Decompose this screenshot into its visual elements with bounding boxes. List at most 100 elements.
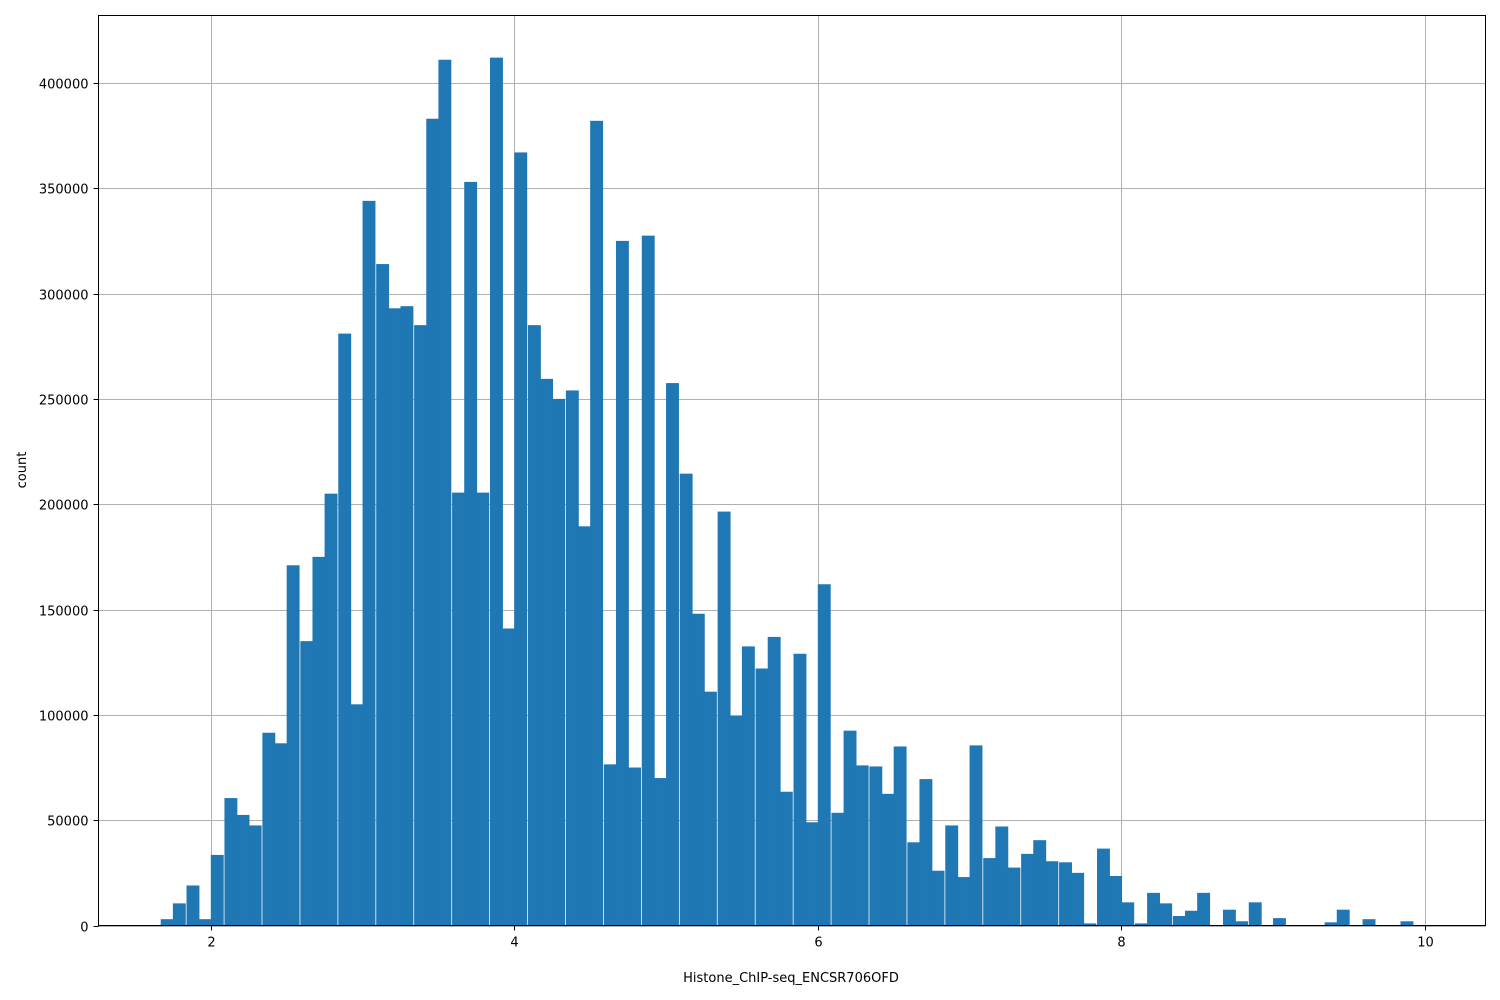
histogram-bar bbox=[527, 325, 541, 926]
histogram-bar bbox=[236, 814, 250, 926]
y-tick-label: 400000 bbox=[39, 78, 89, 93]
histogram-bar bbox=[843, 730, 857, 926]
x-axis-label: Histone_ChIP-seq_ENCSR706OFD bbox=[683, 971, 899, 986]
histogram-bar bbox=[1109, 876, 1123, 926]
y-tick-label: 250000 bbox=[39, 394, 89, 409]
histogram-bar bbox=[767, 636, 781, 926]
histogram-bar bbox=[1197, 892, 1211, 926]
y-tick-label: 50000 bbox=[47, 815, 88, 830]
histogram-bar bbox=[881, 793, 895, 926]
histogram-bar bbox=[248, 825, 262, 926]
histogram-bar bbox=[324, 493, 338, 926]
histogram-bar bbox=[603, 764, 617, 926]
y-tick-label: 150000 bbox=[39, 605, 89, 620]
histogram-bar bbox=[1235, 921, 1249, 926]
histogram-bar bbox=[186, 885, 200, 926]
histogram-bar bbox=[262, 732, 276, 926]
x-tick-label: 10 bbox=[1417, 936, 1434, 951]
histogram-bar bbox=[628, 767, 642, 926]
histogram-bar bbox=[426, 118, 440, 926]
histogram-bar bbox=[338, 333, 352, 926]
histogram-bar bbox=[615, 240, 629, 926]
grid-lines bbox=[98, 15, 1486, 927]
histogram-bar bbox=[1021, 853, 1035, 926]
histogram-bar bbox=[274, 743, 288, 926]
histogram-bar bbox=[1083, 923, 1097, 926]
histogram-bar bbox=[552, 398, 566, 926]
histogram-bar bbox=[210, 854, 224, 926]
histogram-bar bbox=[755, 668, 769, 926]
histogram-bar bbox=[969, 745, 983, 926]
histogram-bar bbox=[679, 473, 693, 926]
histogram-bar bbox=[641, 235, 655, 926]
histogram-bar bbox=[805, 822, 819, 926]
histogram-bar bbox=[514, 152, 528, 926]
histogram-bar bbox=[893, 746, 907, 926]
histogram-bar bbox=[1222, 909, 1236, 926]
y-tick-label: 350000 bbox=[39, 183, 89, 198]
histogram-bar bbox=[476, 492, 490, 926]
histogram-bar bbox=[817, 584, 831, 926]
histogram-bar bbox=[312, 556, 326, 926]
y-tick-label: 300000 bbox=[39, 289, 89, 304]
histogram-bar bbox=[388, 308, 402, 926]
histogram-bar bbox=[400, 306, 414, 926]
histogram-bar bbox=[741, 646, 755, 926]
histogram-bar bbox=[855, 765, 869, 926]
histogram-bar bbox=[490, 57, 503, 926]
histogram-bar bbox=[1121, 902, 1135, 926]
histogram-bar bbox=[869, 766, 883, 926]
histogram-bar bbox=[995, 826, 1009, 926]
histogram-bar bbox=[198, 919, 212, 926]
histogram-bar bbox=[1033, 840, 1047, 926]
histogram-bar bbox=[172, 903, 186, 926]
histogram-bar bbox=[1059, 862, 1072, 926]
histogram-bar bbox=[931, 870, 945, 926]
histogram-bar bbox=[438, 59, 452, 926]
histogram-bar bbox=[729, 715, 743, 926]
histogram-bar bbox=[464, 181, 478, 926]
histogram-bar bbox=[362, 200, 376, 926]
histogram-bar bbox=[831, 812, 845, 926]
histogram-bar bbox=[1147, 892, 1160, 926]
histogram-bar bbox=[691, 613, 705, 926]
histogram-bar bbox=[1362, 919, 1376, 926]
x-tick-label: 2 bbox=[207, 936, 215, 951]
histogram-bars bbox=[160, 57, 1414, 926]
x-tick-label: 6 bbox=[814, 936, 822, 951]
y-axis-label: count bbox=[15, 452, 30, 489]
histogram-bar bbox=[1159, 903, 1173, 926]
histogram-bar bbox=[502, 628, 516, 926]
histogram-bar bbox=[414, 325, 428, 926]
x-tick-label: 8 bbox=[1117, 936, 1125, 951]
histogram-bar bbox=[1185, 910, 1198, 926]
histogram-bar bbox=[1045, 861, 1059, 926]
histogram-bar bbox=[160, 919, 174, 926]
y-tick-label: 100000 bbox=[39, 710, 89, 725]
histogram-bar bbox=[452, 492, 465, 926]
histogram-bar bbox=[286, 565, 300, 926]
histogram-bar bbox=[945, 825, 959, 926]
histogram-bar bbox=[1336, 909, 1350, 926]
histogram-bar bbox=[540, 378, 553, 926]
y-tick-label: 0 bbox=[80, 921, 88, 936]
histogram-bar bbox=[1273, 918, 1286, 926]
x-tick-label: 4 bbox=[510, 936, 518, 951]
histogram-bar bbox=[919, 779, 933, 926]
histogram-bar bbox=[717, 511, 731, 926]
histogram-bar bbox=[1324, 922, 1338, 926]
histogram-bar bbox=[376, 264, 390, 926]
histogram-bar bbox=[590, 120, 604, 926]
histogram-bar bbox=[957, 877, 971, 926]
histogram-bar bbox=[1007, 867, 1021, 926]
histogram-bar bbox=[666, 383, 679, 926]
y-tick-label: 200000 bbox=[39, 499, 89, 514]
histogram-bar bbox=[1400, 921, 1414, 926]
histogram-bar bbox=[565, 390, 579, 926]
histogram-bar bbox=[793, 653, 807, 926]
histogram-bar bbox=[300, 641, 314, 926]
histogram-bar bbox=[350, 704, 364, 926]
histogram-bar bbox=[907, 842, 921, 926]
histogram-bar bbox=[1134, 923, 1148, 926]
